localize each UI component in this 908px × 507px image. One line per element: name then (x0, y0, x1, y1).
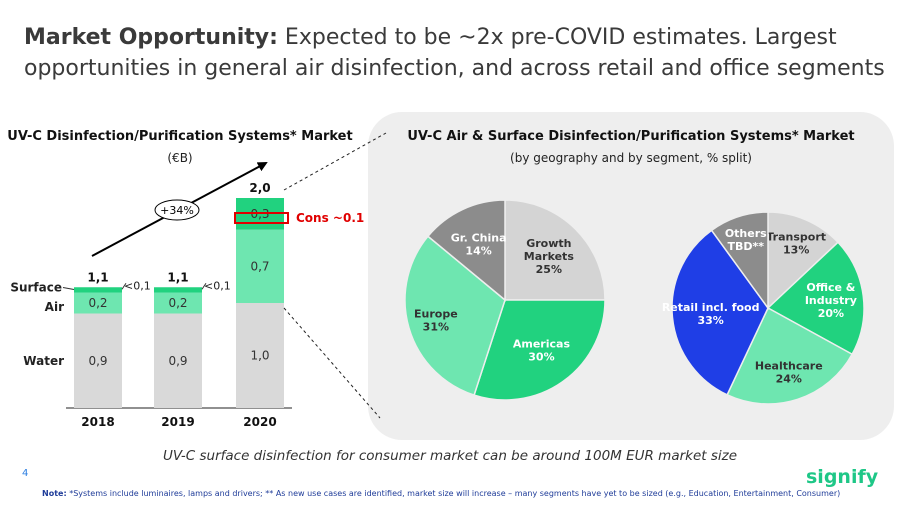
series-label-surface: Surface (10, 281, 62, 295)
growth-label: +34% (160, 204, 194, 217)
pie-label-others-tbd: Others TBD** (725, 227, 767, 253)
pie-value-europe: 31% (423, 321, 449, 334)
bar-water-2018 (74, 313, 122, 408)
pie-label-transport: Transport (766, 230, 826, 243)
pie-slice-americas (473, 299, 606, 401)
pie-value-transport: 13% (783, 243, 809, 256)
bar-label-surface-2018: <0,1 (124, 279, 151, 292)
cons-highlight-box (234, 212, 289, 224)
title-bold: Market Opportunity: (24, 25, 278, 50)
pie-label-growth-markets: Growth Markets (524, 237, 575, 263)
bar-total-2018: 1,1 (87, 270, 108, 284)
bar-surface-2018 (74, 287, 122, 293)
pie-value-retail-incl-food: 33% (697, 314, 723, 327)
footer-statement: UV-C surface disinfection for consumer m… (162, 448, 738, 464)
pie-label-gr-china: Gr. China (451, 231, 507, 244)
pie-label-office-industry: Office & Industry (805, 281, 857, 307)
pie-slice-europe (404, 235, 506, 397)
pie-slice-retail-incl-food (671, 229, 769, 396)
cons-label: Cons ~0.1 (296, 211, 364, 225)
right-chart-title: UV-C Air & Surface Disinfection/Purifica… (407, 129, 855, 144)
title-rest: Expected to be ~2x pre-COVID estimates. … (24, 25, 885, 81)
growth-ellipse (154, 199, 200, 221)
bar-label-water-2020: 1,0 (250, 349, 269, 363)
footnote: Note: *Systems include luminaires, lamps… (42, 489, 902, 498)
bar-label-water-2018: 0,9 (88, 354, 107, 368)
bar-air-2020 (236, 229, 284, 303)
x-tick-2018: 2018 (81, 415, 114, 429)
bar-label-surface-2019: <0,1 (204, 279, 231, 292)
pie-slice-transport (767, 211, 840, 310)
bar-label-air-2019: 0,2 (168, 296, 187, 310)
zoom-line-bottom (283, 307, 381, 419)
page-title: Market Opportunity: Expected to be ~2x p… (24, 22, 894, 84)
pie-label-europe: Europe (414, 308, 458, 321)
pie-value-healthcare: 24% (776, 372, 802, 385)
pie-value-gr-china: 14% (465, 244, 491, 257)
x-tick-2019: 2019 (161, 415, 194, 429)
pie-value-growth-markets: 25% (536, 263, 562, 276)
bar-air-2019 (154, 292, 202, 314)
right-chart-subtitle: (by geography and by segment, % split) (510, 151, 752, 165)
left-chart-subtitle: (€B) (167, 151, 193, 165)
pie-slice-healthcare (726, 306, 854, 405)
bar-total-2019: 1,1 (167, 270, 188, 284)
bar-water-2019 (154, 313, 202, 408)
pie-slice-office-industry (766, 241, 865, 356)
stacked-bar-chart: 0,9 0,2 <0,1 1,1 2018 0,9 0,2 <0,1 1,1 2019 1,0 0,7… (10, 181, 292, 429)
surface-leader-2019 (201, 282, 207, 290)
bar-label-air-2020: 0,7 (250, 259, 269, 273)
surface-leader-2018 (121, 282, 127, 290)
series-label-air: Air (45, 300, 64, 314)
note-label: Note: (42, 489, 67, 498)
bar-label-air-2018: 0,2 (88, 296, 107, 310)
annotation-layer: +34% Cons ~0.1 (91, 132, 387, 419)
pie-label-retail-incl-food: Retail incl. food (662, 301, 760, 314)
bar-air-2018 (74, 292, 122, 314)
pie-value-americas: 30% (528, 351, 554, 364)
pie-label-americas: Americas (513, 338, 571, 351)
x-tick-2020: 2020 (243, 415, 276, 429)
note-text: *Systems include luminaires, lamps and d… (69, 489, 841, 498)
zoom-line-top (283, 132, 387, 191)
pie-slice-others-tbd (710, 211, 769, 311)
pie-label-healthcare: Healthcare (755, 359, 823, 372)
surface-label-leader (62, 287, 75, 290)
pie-slice-growth-markets (504, 199, 606, 301)
series-label-water: Water (23, 354, 64, 368)
bar-surface-2019 (154, 287, 202, 293)
left-chart-title: UV-C Disinfection/Purification Systems* … (7, 129, 353, 144)
signify-logo: signify (806, 466, 879, 488)
bar-water-2020 (236, 303, 284, 408)
page-number: 4 (22, 468, 29, 479)
bar-label-water-2019: 0,9 (168, 354, 187, 368)
pie-slice-gr-china (426, 199, 506, 302)
bar-total-2020: 2,0 (249, 181, 270, 195)
pie-value-office-industry: 20% (818, 307, 844, 320)
